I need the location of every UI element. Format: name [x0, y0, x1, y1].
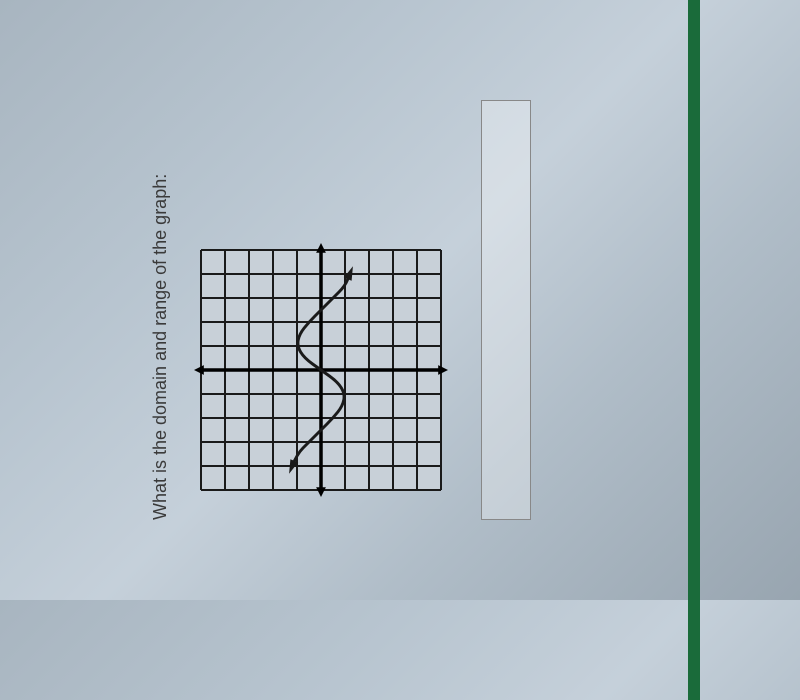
- question-block: What is the domain and range of the grap…: [150, 20, 531, 520]
- page-surface: What is the domain and range of the grap…: [100, 0, 700, 700]
- question-row: What is the domain and range of the grap…: [150, 20, 171, 520]
- question-text: What is the domain and range of the grap…: [150, 174, 170, 520]
- desk-edge: [688, 0, 700, 700]
- answer-input[interactable]: [481, 100, 531, 520]
- coordinate-graph: [191, 240, 451, 500]
- graph-container: [191, 20, 451, 500]
